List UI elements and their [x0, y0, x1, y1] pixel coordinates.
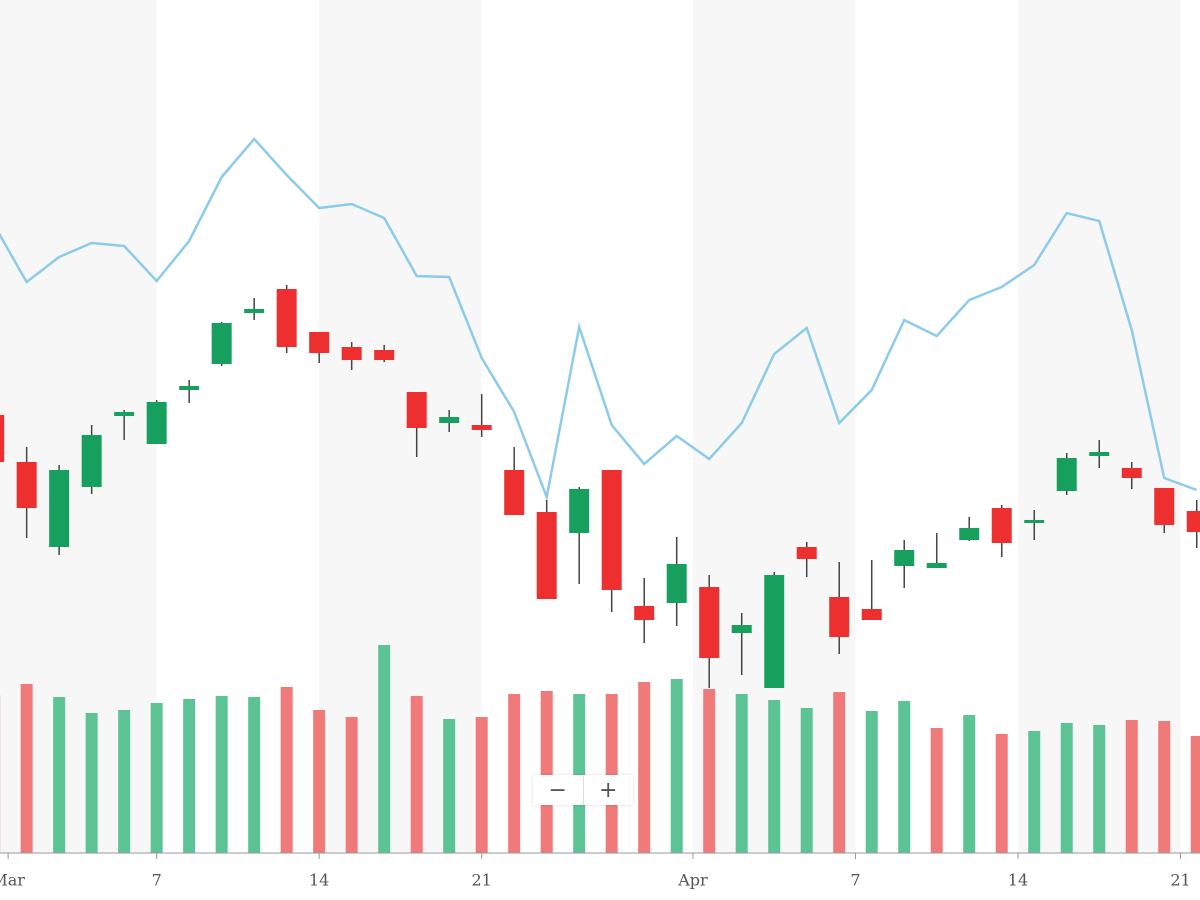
volume-bar: [930, 728, 943, 853]
candle-body: [601, 470, 622, 590]
candle-body: [731, 625, 752, 633]
volume-bar: [20, 684, 33, 853]
x-tick-label: 14: [309, 871, 329, 890]
candle-body: [439, 417, 460, 423]
volume-bar: [508, 694, 521, 853]
volume-bar: [313, 710, 326, 853]
candle-body: [49, 470, 70, 547]
candle-body: [0, 415, 5, 462]
volume-bar: [1158, 721, 1171, 853]
volume-bar: [573, 694, 586, 853]
volume-bar: [410, 696, 423, 853]
volume-bar: [605, 694, 618, 853]
candle-body: [81, 435, 102, 487]
candle-body: [244, 309, 265, 313]
volume-bar: [85, 713, 98, 853]
x-tick-label: 14: [1008, 871, 1028, 890]
volume-bar: [670, 679, 683, 853]
volume-bar: [638, 682, 651, 853]
candle-body: [699, 587, 720, 658]
volume-bar: [768, 700, 781, 853]
candle-body: [276, 289, 297, 347]
volume-bar: [898, 701, 911, 853]
candle-body: [1089, 452, 1110, 456]
volume-bar: [703, 689, 716, 853]
volume-bar: [183, 699, 196, 853]
volume-bar: [248, 697, 261, 853]
volume-bar: [280, 687, 293, 853]
candle-body: [211, 323, 232, 364]
candle-body: [796, 547, 817, 559]
candle-body: [764, 575, 785, 688]
candle-body: [569, 489, 590, 533]
volume-bar: [800, 708, 813, 853]
candle-body: [341, 347, 362, 360]
volume-bar: [833, 692, 846, 853]
volume-bar: [995, 734, 1008, 853]
zoom-out-button[interactable]: −: [548, 777, 567, 803]
x-tick-label: Apr: [677, 871, 708, 890]
candle-body: [309, 332, 330, 353]
candle-body: [374, 350, 395, 360]
volume-bar: [53, 697, 66, 853]
candle-body: [861, 609, 882, 620]
volume-bar: [1028, 731, 1041, 853]
zoom-control: − +: [533, 775, 633, 805]
volume-bar: [1125, 720, 1138, 853]
volume-bar: [540, 691, 553, 853]
volume-bar: [1060, 723, 1073, 853]
candle-body: [829, 597, 850, 637]
candle-body: [504, 470, 525, 515]
candle-body: [471, 425, 492, 430]
candle-body: [1154, 488, 1175, 525]
x-tick-label: 7: [850, 871, 860, 890]
candle-body: [1056, 458, 1077, 491]
candle-body: [1024, 520, 1045, 523]
candle-body: [894, 550, 915, 566]
candle-body: [666, 564, 687, 603]
volume-bar: [150, 703, 163, 853]
volume-bar: [475, 717, 488, 853]
x-tick-label: 7: [152, 871, 162, 890]
x-tick-label: Mar: [0, 871, 25, 890]
volume-bar: [378, 645, 391, 853]
background-band: [319, 0, 482, 853]
volume-bar: [735, 694, 748, 853]
volume-bar: [118, 710, 131, 853]
volume-bar: [345, 717, 358, 853]
x-tick-label: 21: [472, 871, 492, 890]
candle-body: [16, 462, 37, 508]
line-series: [0, 137, 1198, 502]
volume-bar: [215, 696, 228, 853]
volume-bar: [1190, 736, 1200, 853]
candle-body: [1121, 468, 1142, 478]
candle-body: [634, 606, 655, 620]
volume-bar: [1093, 725, 1106, 853]
candle-body: [406, 392, 427, 428]
volume-bar: [443, 719, 456, 853]
candle-body: [179, 386, 200, 390]
candle-body: [991, 508, 1012, 543]
zoom-in-button[interactable]: +: [582, 775, 634, 805]
candle-body: [959, 528, 980, 540]
candle-body: [536, 512, 557, 599]
candle-body: [1186, 511, 1200, 532]
x-tick-label: 21: [1170, 871, 1190, 890]
candle-body: [926, 563, 947, 568]
candle-body: [114, 412, 135, 416]
volume-bar: [963, 715, 976, 853]
candle-body: [146, 402, 167, 444]
volume-bar: [865, 711, 878, 853]
